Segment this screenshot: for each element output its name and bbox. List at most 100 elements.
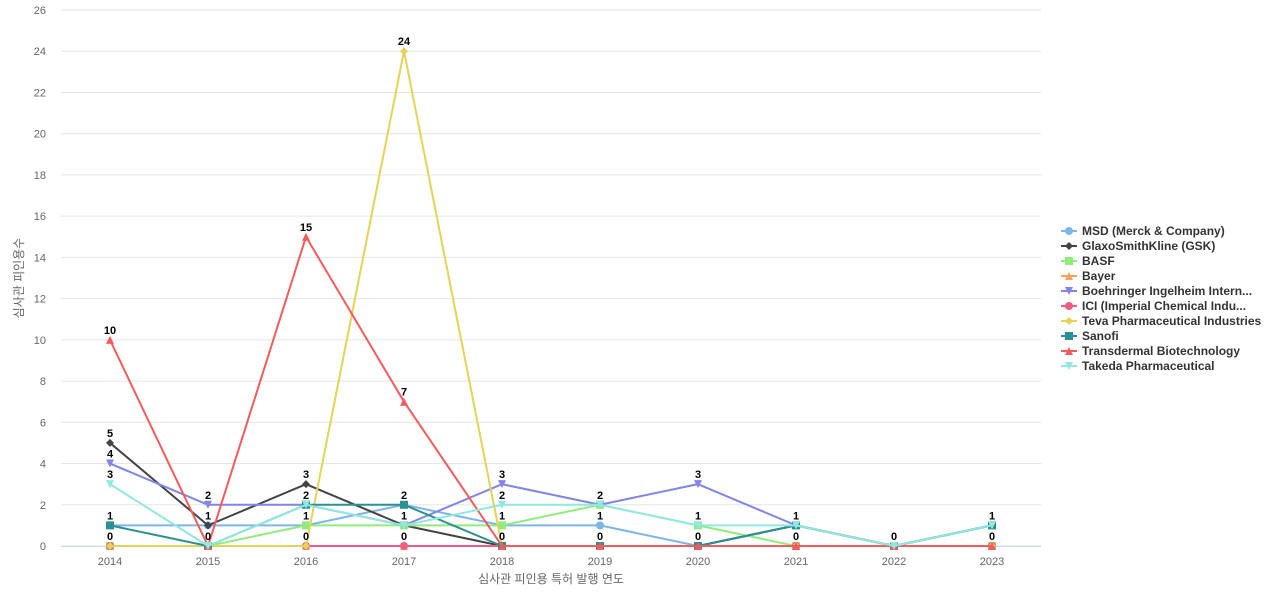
data-point [498,521,506,530]
data-label: 2 [401,490,407,502]
data-label: 1 [303,510,309,522]
x-tick-label: 2021 [784,556,808,568]
y-tick-label: 4 [40,459,46,471]
data-point [694,521,702,530]
legend-symbol-marker [1065,362,1073,370]
legend-symbol-marker [1065,332,1073,340]
data-label: 3 [695,469,701,481]
data-point [302,500,310,509]
legend-label: BASF [1082,254,1115,268]
data-label: 2 [303,490,309,502]
data-point [988,542,996,550]
data-label: 1 [695,510,701,522]
y-tick-label: 24 [34,46,46,58]
legend-item[interactable]: Teva Pharmaceutical Industries [1061,314,1262,328]
y-tick-label: 16 [34,211,46,223]
legend-symbol-marker [1065,317,1073,325]
series-lines [106,47,996,550]
x-axis-title: 심사관 피인용 특허 발행 연도 [478,571,624,586]
data-label: 4 [107,449,114,461]
data-point [792,542,800,550]
series-line [109,483,993,547]
data-label: 2 [597,490,603,502]
data-point [792,521,800,530]
data-label: 1 [499,510,505,522]
data-label: 0 [695,531,701,543]
legend-item[interactable]: BASF [1061,254,1115,268]
data-point [106,459,114,468]
x-tick-label: 2017 [392,556,416,568]
data-label: 7 [401,387,407,399]
x-tick-label: 2020 [686,556,710,568]
data-point [302,542,310,550]
data-point [596,521,604,530]
legend-item[interactable]: Takeda Pharmaceutical [1061,359,1215,373]
data-point [400,542,408,550]
data-point [302,232,310,241]
data-point [302,480,310,489]
data-label: 2 [205,490,211,502]
data-point [498,500,506,509]
data-point [498,480,506,489]
legend-item[interactable]: MSD (Merck & Company) [1061,224,1225,238]
legend-symbol-marker [1065,287,1073,295]
y-axis-title: 심사관 피인용수 [12,238,26,319]
legend-item[interactable]: Transdermal Biotechnology [1061,344,1240,358]
legend-label: Teva Pharmaceutical Industries [1082,314,1262,328]
data-point [498,542,506,550]
data-point [204,521,212,530]
data-label: 3 [107,469,113,481]
legend-item[interactable]: Bayer [1061,269,1116,283]
data-label: 1 [401,510,407,522]
legend-item[interactable]: Sanofi [1061,329,1119,343]
data-label: 5 [107,428,113,440]
data-point [400,47,408,56]
data-point [204,500,212,509]
data-point [400,397,408,406]
y-tick-label: 6 [40,417,46,429]
x-tick-label: 2023 [980,556,1004,568]
legend-symbol-marker [1065,257,1073,265]
data-label: 3 [303,469,309,481]
legend-item[interactable]: GlaxoSmithKline (GSK) [1061,239,1215,253]
x-tick-label: 2014 [98,556,122,568]
legend-symbol-marker [1065,272,1073,280]
y-tick-label: 2 [40,500,46,512]
legend-symbol-marker [1065,302,1073,310]
legend-item[interactable]: ICI (Imperial Chemical Indu... [1061,299,1246,313]
data-label: 0 [401,531,407,543]
x-tick-label: 2022 [882,556,906,568]
y-tick-label: 26 [34,5,46,17]
y-tick-label: 14 [34,252,46,264]
x-tick-label: 2018 [490,556,514,568]
data-label: 0 [989,531,995,543]
data-label: 1 [989,510,995,522]
series-8 [106,232,996,550]
data-point [400,521,408,530]
y-tick-label: 0 [40,541,46,553]
data-point [106,335,114,344]
data-label: 0 [303,531,309,543]
series-9 [106,480,996,550]
legend-label: MSD (Merck & Company) [1082,224,1225,238]
data-label: 0 [205,531,211,543]
x-tick-label: 2015 [196,556,220,568]
y-tick-label: 18 [34,170,46,182]
data-label: 1 [205,510,211,522]
legend-symbol-marker [1065,227,1073,235]
y-tick-label: 20 [34,129,46,141]
series-0 [106,500,996,550]
data-point [890,542,898,550]
data-point [106,438,114,447]
data-label: 1 [597,510,603,522]
legend-label: ICI (Imperial Chemical Indu... [1082,299,1246,313]
legend-label: Bayer [1082,269,1116,283]
data-point [596,500,604,509]
x-tick-label: 2016 [294,556,318,568]
legend: MSD (Merck & Company)GlaxoSmithKline (GS… [1061,224,1262,373]
x-tick-label: 2019 [588,556,612,568]
data-point [106,521,114,530]
legend-item[interactable]: Boehringer Ingelheim Intern... [1061,284,1252,298]
